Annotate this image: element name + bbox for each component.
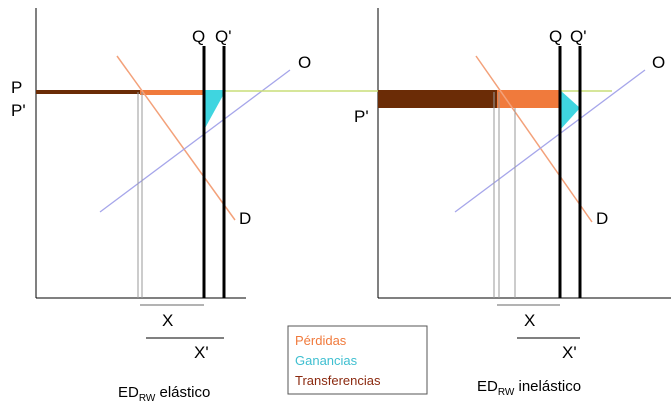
left-demand-label: D	[239, 209, 251, 228]
legend-transfers: Transferencias	[295, 373, 381, 388]
left-q-label: Q	[192, 27, 205, 46]
right-demand-curve	[475, 55, 593, 223]
left-caption: EDRW elástico	[118, 384, 210, 404]
left-x-prime-label: X'	[194, 343, 209, 362]
right-gains-area	[560, 90, 580, 130]
right-demand-label: D	[596, 209, 608, 228]
right-caption: EDRW inelástico	[477, 378, 581, 398]
left-panel: Q Q' O D P P' X X' EDRW elástico	[11, 8, 311, 404]
right-panel: Q Q' O D P' X X' EDRW inelástico	[247, 8, 671, 398]
legend-losses: Pérdidas	[295, 333, 347, 348]
right-p-prime-label: P'	[354, 107, 369, 126]
left-supply-label: O	[298, 53, 311, 72]
left-gains-area	[204, 90, 226, 130]
left-demand-curve	[116, 55, 236, 221]
right-losses-area	[497, 90, 560, 108]
right-q-prime-label: Q'	[570, 27, 586, 46]
left-supply-curve	[99, 69, 291, 213]
legend: Pérdidas Ganancias Transferencias	[287, 325, 428, 395]
legend-gains: Ganancias	[295, 353, 358, 368]
right-supply-curve	[454, 69, 646, 213]
right-q-label: Q	[549, 27, 562, 46]
right-x-prime-label: X'	[562, 343, 577, 362]
left-transfers-area	[36, 90, 140, 94]
right-transfers-area	[378, 90, 497, 108]
right-x-label: X	[524, 311, 535, 330]
left-p-prime-label: P'	[11, 101, 26, 120]
right-supply-label: O	[652, 53, 665, 72]
left-p-label: P	[11, 78, 22, 97]
legend-box	[287, 325, 428, 395]
left-x-label: X	[162, 311, 173, 330]
left-q-prime-label: Q'	[215, 27, 231, 46]
left-losses-area	[140, 90, 204, 95]
